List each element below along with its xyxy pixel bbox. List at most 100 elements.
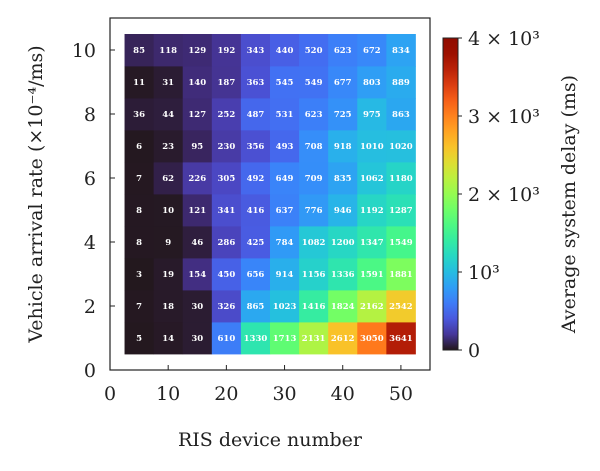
cell-value-label: 1881 (389, 270, 413, 280)
cell-value-label: 708 (305, 142, 323, 152)
colorbar (442, 37, 459, 351)
cell-value-label: 1824 (331, 302, 355, 312)
heatmap-cell (299, 258, 329, 291)
heatmap-cell (182, 322, 213, 355)
cell-value-label: 363 (247, 78, 265, 88)
heatmap-cell (211, 322, 242, 355)
heatmap-cell (328, 258, 358, 291)
heatmap-cell (328, 290, 358, 323)
cell-value-label: 286 (217, 238, 235, 248)
cell-value-label: 487 (247, 110, 265, 120)
heatmap-cell (124, 34, 155, 67)
cell-value-label: 36 (133, 110, 145, 120)
cell-value-label: 8 (136, 206, 142, 216)
heatmap-cell (211, 98, 242, 131)
heatmap-cell (299, 34, 329, 67)
cell-value-label: 623 (305, 110, 323, 120)
cell-value-label: 5 (136, 334, 142, 344)
heatmap-cell (124, 66, 155, 99)
heatmap-cell (182, 290, 213, 323)
cell-value-label: 709 (305, 174, 323, 184)
heatmap-cell (386, 194, 416, 227)
heatmap-cell (386, 66, 416, 99)
heatmap-cell (240, 66, 271, 99)
heatmap-cell (357, 34, 387, 67)
cell-value-label: 3050 (360, 334, 384, 344)
heatmap-cell (211, 66, 242, 99)
heatmap-cell (328, 226, 358, 259)
heatmap-cell (153, 66, 184, 99)
heatmap-cell (240, 98, 271, 131)
heatmap-cell (182, 130, 213, 163)
heatmap-cell (182, 98, 213, 131)
heatmap-cell (386, 290, 416, 323)
y-tick-label: 6 (84, 168, 96, 190)
cell-value-label: 545 (276, 78, 294, 88)
heatmap-cell (240, 258, 271, 291)
colorbar-tick-label: 10³ (468, 262, 500, 284)
x-tick-label: 40 (331, 383, 355, 405)
heatmap-cell (124, 290, 155, 323)
heatmap-cell (299, 194, 329, 227)
cell-value-label: 7 (136, 174, 142, 184)
x-tick-label: 10 (156, 383, 180, 405)
heatmap-cell (182, 226, 213, 259)
heatmap-cell (211, 226, 242, 259)
cell-value-label: 2131 (302, 334, 326, 344)
heatmap-cell (182, 258, 213, 291)
heatmap-cell (270, 258, 300, 291)
cell-value-label: 1180 (389, 174, 413, 184)
heatmap-cell (240, 130, 271, 163)
y-tick-label: 4 (84, 232, 96, 254)
cell-value-label: 23 (162, 142, 174, 152)
heatmap-cell (299, 162, 329, 195)
heatmap-cell (357, 98, 387, 131)
cell-value-label: 1347 (360, 238, 384, 248)
heatmap-cell (124, 130, 155, 163)
cell-value-label: 1713 (273, 334, 297, 344)
cell-value-label: 863 (392, 110, 410, 120)
heatmap-cell (182, 194, 213, 227)
heatmap-cell (357, 258, 387, 291)
x-tick-label: 0 (104, 383, 116, 405)
heatmap-cell (240, 194, 271, 227)
cell-value-label: 10 (162, 206, 174, 216)
heatmap-cell (153, 322, 184, 355)
x-tick-label: 20 (214, 383, 238, 405)
heatmap-cell (386, 98, 416, 131)
heatmap-cell (299, 130, 329, 163)
heatmap-cell (270, 98, 300, 131)
cell-value-label: 649 (276, 174, 294, 184)
heatmap-cell (328, 34, 358, 67)
cell-value-label: 656 (247, 270, 265, 280)
cell-value-label: 1549 (389, 238, 413, 248)
heatmap-cell (357, 194, 387, 227)
heatmap-cell (386, 162, 416, 195)
cell-value-label: 226 (188, 174, 206, 184)
heatmap-cell (328, 130, 358, 163)
cell-value-label: 230 (217, 142, 235, 152)
heatmap-cell (386, 322, 416, 355)
heatmap-cell (153, 194, 184, 227)
cell-value-label: 343 (247, 46, 265, 56)
cell-value-label: 531 (276, 110, 294, 120)
cell-value-label: 889 (392, 78, 410, 88)
cell-value-label: 31 (162, 78, 174, 88)
cell-value-label: 305 (217, 174, 235, 184)
heatmap-cell (182, 34, 213, 67)
cell-value-label: 1156 (302, 270, 326, 280)
heatmap-cell (153, 34, 184, 67)
x-tick-label: 30 (272, 383, 296, 405)
heatmap-cell (357, 162, 387, 195)
cell-value-label: 914 (276, 270, 294, 280)
heatmap-cell (386, 130, 416, 163)
cell-value-label: 326 (217, 302, 235, 312)
cell-value-label: 187 (217, 78, 235, 88)
cell-value-label: 30 (191, 302, 203, 312)
y-tick-label: 0 (84, 360, 96, 382)
cell-value-label: 127 (188, 110, 206, 120)
cell-value-label: 3641 (389, 334, 413, 344)
colorbar-tick-label: 2 × 10³ (468, 184, 540, 206)
cell-value-label: 1192 (360, 206, 384, 216)
